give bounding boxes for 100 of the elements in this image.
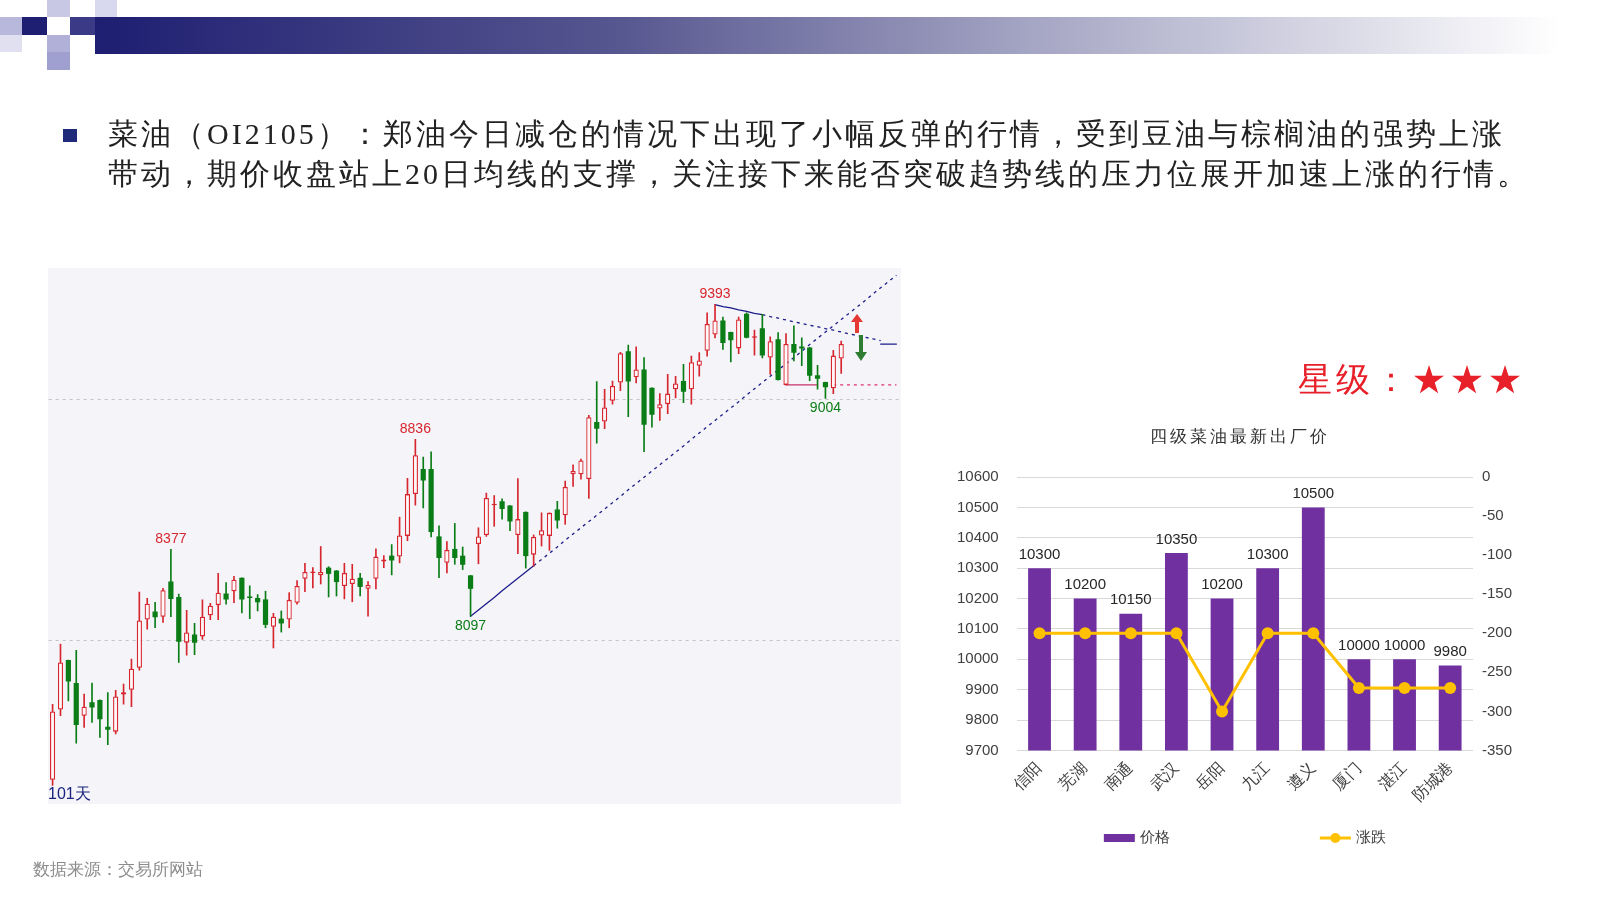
y2-tick-label: -150 <box>1481 584 1513 602</box>
candlestick <box>207 602 213 620</box>
source-note: 数据来源：交易所网站 <box>33 860 203 880</box>
candlestick <box>223 582 229 605</box>
data-label: 9980 <box>1433 642 1467 660</box>
candlestick <box>152 601 158 629</box>
point <box>1033 627 1046 640</box>
candlestick <box>215 573 221 620</box>
candlestick <box>168 549 174 618</box>
candlestick <box>341 563 347 600</box>
y-tick-label: 10200 <box>956 588 999 606</box>
y-tick-label: 10000 <box>956 649 999 667</box>
point <box>1398 681 1411 694</box>
candlestick <box>475 527 482 565</box>
y-tick-label: 10100 <box>956 619 999 637</box>
candlestick <box>318 546 324 585</box>
candlestick <box>594 381 600 444</box>
candlestick <box>128 658 135 707</box>
y-tick-label: 9800 <box>965 710 999 728</box>
candlestick <box>404 477 411 542</box>
candlestick <box>89 682 95 723</box>
candlestick <box>184 610 190 656</box>
y2-tick-label: -300 <box>1481 701 1513 719</box>
x-tick-label: 武汉 <box>1146 758 1182 793</box>
y-tick-label: 10600 <box>956 467 999 485</box>
candlestick <box>799 337 805 367</box>
candlestick <box>570 464 576 487</box>
legend-label: 价格 <box>1138 828 1170 845</box>
candlestick <box>199 599 206 640</box>
candlestick <box>609 380 616 405</box>
candlestick <box>113 689 119 735</box>
candlestick <box>672 375 679 399</box>
y2-tick-label: -250 <box>1481 662 1513 680</box>
x-tick-label: 岳阳 <box>1192 758 1228 793</box>
candlestick <box>617 351 623 392</box>
candlestick <box>531 534 537 567</box>
candlestick <box>483 492 489 537</box>
candlestick <box>57 643 64 717</box>
y-tick-label: 10400 <box>956 527 999 545</box>
candlestick <box>420 456 426 509</box>
y2-tick-label: -50 <box>1481 506 1504 524</box>
y2-tick-label: 0 <box>1481 467 1491 485</box>
candlestick <box>736 316 742 354</box>
candlestick <box>396 516 403 564</box>
point <box>1444 681 1457 694</box>
y-tick-label: 9900 <box>965 679 999 697</box>
data-label: 10150 <box>1109 590 1152 608</box>
data-label: 10300 <box>1018 544 1061 562</box>
data-label: 10500 <box>1292 484 1335 502</box>
candlestick <box>349 563 355 603</box>
y2-tick-label: -100 <box>1481 545 1513 563</box>
chart-title: 菜油（OI2105）：郑油今日减仓的情况下出现了小幅反弹的行情，受到豆油与棕榈油的强势上涨带动，期价收盘站上20日均线的支撑，关注接下来能否突破趋势线的压力位展开加速上涨的行情。 <box>108 117 1530 190</box>
point <box>1170 627 1183 640</box>
candlestick <box>546 512 553 551</box>
y2-tick-label: -200 <box>1481 623 1513 641</box>
y-tick-label: 10500 <box>956 497 999 515</box>
candlestick <box>136 591 142 671</box>
candlestick <box>538 512 545 547</box>
candlestick <box>791 325 797 362</box>
x-tick-label: 遵义 <box>1283 758 1319 793</box>
candlestick <box>270 613 277 649</box>
x-tick-label: 信阳 <box>1009 758 1045 793</box>
data-label: 10000 <box>1383 635 1426 653</box>
point <box>1307 627 1320 640</box>
annotation: 101天 <box>48 785 91 803</box>
point <box>1261 627 1274 640</box>
x-tick-label: 芜湖 <box>1055 758 1091 793</box>
point <box>1352 681 1365 694</box>
x-tick-label: 南通 <box>1101 758 1136 793</box>
y-tick-label: 10300 <box>956 558 999 576</box>
candlestick <box>688 355 694 405</box>
x-tick-label: 防城港 <box>1409 758 1456 805</box>
candlestick <box>365 581 371 617</box>
candlestick <box>412 438 418 506</box>
legend-label: 涨跌 <box>1355 828 1386 845</box>
text: 8377 <box>155 530 187 547</box>
point <box>1079 627 1092 640</box>
data-label: 10350 <box>1155 529 1198 547</box>
point <box>1124 627 1137 640</box>
x-tick-label: 厦门 <box>1329 758 1364 793</box>
data-label: 10200 <box>1064 575 1107 593</box>
point <box>1216 705 1229 718</box>
candlestick <box>452 523 458 565</box>
candlestick <box>105 692 111 745</box>
candlestick <box>602 388 608 430</box>
data-label: 10000 <box>1338 635 1380 653</box>
candlestick <box>247 585 253 619</box>
chart-title: 四级菜油最新出厂价 <box>1150 427 1330 446</box>
text: 8097 <box>454 617 487 634</box>
data-label: 10300 <box>1246 544 1289 562</box>
text: 9393 <box>699 285 731 302</box>
y-tick-label: 9700 <box>965 740 999 758</box>
text: 9004 <box>809 399 842 416</box>
text: 星级：★★★ <box>1298 360 1526 400</box>
y2-tick-label: -350 <box>1481 740 1513 758</box>
candlestick <box>665 374 671 415</box>
data-label: 10200 <box>1201 575 1243 593</box>
text: 8836 <box>399 420 431 437</box>
x-tick-label: 湛江 <box>1374 758 1410 793</box>
candlestick <box>830 349 836 394</box>
